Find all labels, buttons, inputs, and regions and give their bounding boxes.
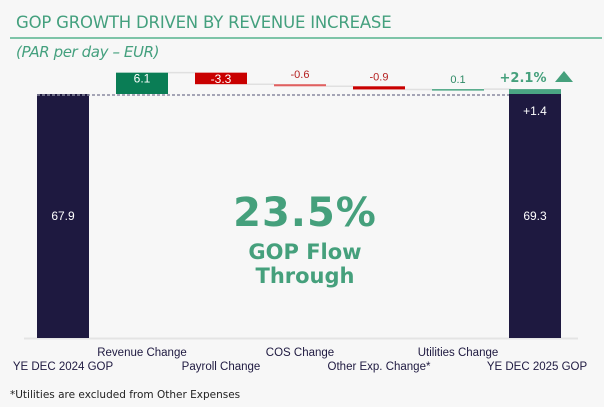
bar-label: -3.3 <box>211 72 232 86</box>
bar-label-end: 69.3 <box>523 209 547 223</box>
flow-through-label: GOP Flow Through <box>248 240 362 288</box>
bar-label: -0.9 <box>370 71 389 83</box>
footnote: *Utilities are excluded from Other Expen… <box>10 389 241 401</box>
bar-start-total <box>37 94 89 338</box>
bar-label-start: 67.9 <box>51 209 75 223</box>
bar-label-total-change: +1.4 <box>523 104 547 118</box>
x-tick-label: Revenue Change <box>97 347 187 359</box>
chart-subtitle: (PAR per day – EUR) <box>16 43 160 61</box>
bar-label: 0.1 <box>450 74 465 86</box>
x-tick-label: Other Exp. Change* <box>328 361 431 373</box>
title-divider <box>10 37 602 39</box>
x-tick-label: Payroll Change <box>182 361 261 373</box>
bar-cos-change <box>274 84 326 87</box>
x-tick-label: YE DEC 2025 GOP <box>487 361 588 373</box>
bar-end-total <box>509 94 561 338</box>
x-tick-label: YE DEC 2024 GOP <box>13 361 114 373</box>
bar-label: -0.6 <box>291 69 310 81</box>
bar-utilities-change <box>432 89 484 91</box>
x-tick-label: Utilities Change <box>418 347 499 359</box>
x-tick-label: COS Change <box>266 347 334 359</box>
growth-pct-label: +2.1% <box>500 71 547 86</box>
chart-title: GOP GROWTH DRIVEN BY REVENUE INCREASE <box>16 13 392 32</box>
bar-revenue-change <box>116 72 168 94</box>
flow-through-value: 23.5% <box>233 190 377 236</box>
triangle-up-icon <box>555 71 573 82</box>
bar-end-growth-cap <box>509 89 561 94</box>
bar-other-exp-change <box>353 86 405 90</box>
bar-label: 6.1 <box>134 72 151 86</box>
bar-payroll-change <box>195 72 247 85</box>
